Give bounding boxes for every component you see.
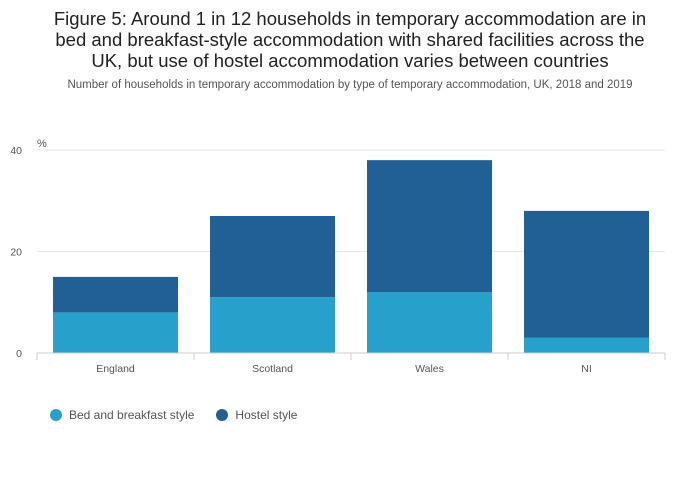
- legend-item-hostel[interactable]: Hostel style: [216, 408, 297, 422]
- chart-subtitle: Number of households in temporary accomm…: [67, 79, 633, 91]
- legend-swatch-hostel: [216, 409, 229, 421]
- stacked-bar-chart: 0 20 40% England Scotland Wales NI: [10, 138, 666, 375]
- bar-hostel-england: [53, 276, 178, 313]
- legend-item-bed-and-breakfast[interactable]: Bed and breakfast style: [50, 408, 194, 422]
- bar-hostel-scotland: [210, 215, 335, 298]
- legend-swatch-bed-and-breakfast: [50, 409, 62, 421]
- bar-bed-and-breakfast-england: [53, 312, 178, 353]
- x-tick-label: Wales: [415, 363, 444, 375]
- y-axis-unit-label: %: [37, 138, 47, 150]
- bar-hostel-ni: [524, 210, 649, 338]
- chart-title-line: Figure 5: Around 1 in 12 households in t…: [53, 8, 647, 29]
- x-tick-label: Scotland: [252, 363, 293, 375]
- bar-bed-and-breakfast-ni: [524, 337, 649, 353]
- y-tick-label: 40: [10, 145, 22, 157]
- bar-bed-and-breakfast-wales: [367, 292, 492, 353]
- y-tick-label: 0: [16, 348, 22, 360]
- legend-label-hostel: Hostel style: [235, 408, 298, 422]
- bar-bed-and-breakfast-scotland: [210, 297, 335, 353]
- x-tick-label: NI: [581, 363, 592, 375]
- x-tick-label: England: [96, 363, 135, 375]
- y-tick-label: 20: [10, 247, 22, 259]
- chart-title-line: UK, but use of hostel accommodation vari…: [91, 50, 609, 71]
- chart-legend: Bed and breakfast style Hostel style: [50, 408, 319, 422]
- chart-title: Figure 5: Around 1 in 12 households in t…: [0, 8, 700, 71]
- chart-title-line: bed and breakfast-style accommodation wi…: [55, 29, 645, 50]
- legend-label-bed-and-breakfast: Bed and breakfast style: [69, 408, 195, 422]
- bar-hostel-wales: [367, 160, 492, 293]
